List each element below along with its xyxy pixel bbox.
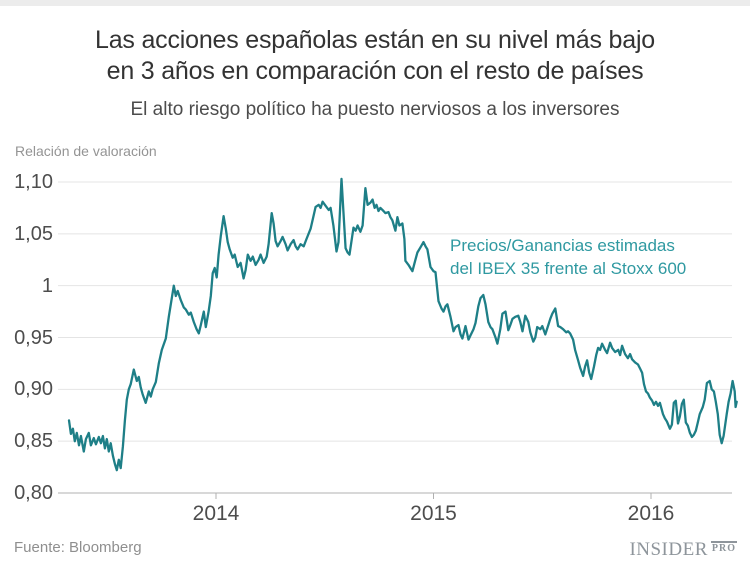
insiderpro-logo: INSIDER PRO [629, 539, 737, 561]
title-line-1: Las acciones españolas están en su nivel… [95, 26, 655, 54]
series-annotation: Precios/Ganancias estimadas del IBEX 35 … [450, 234, 686, 280]
y-tick-label: 1 [41, 274, 53, 297]
y-tick-label: 1,05 [14, 222, 53, 245]
x-tick-label: 2016 [627, 502, 675, 525]
logo-pro-text: PRO [710, 541, 737, 554]
page-subtitle: El alto riesgo político ha puesto nervio… [130, 99, 620, 120]
window-top-edge [0, 0, 750, 6]
source-credit: Fuente: Bloomberg [14, 539, 142, 556]
y-tick-label: 0,90 [14, 378, 53, 401]
y-tick-label: 0,95 [14, 326, 53, 349]
ratio-line-series [67, 177, 738, 472]
y-axis-label: Relación de valoración [15, 143, 157, 159]
title-line-2: en 3 años en comparación con el resto de… [106, 57, 644, 85]
x-tick-label: 2014 [192, 502, 240, 525]
y-tick-label: 0,85 [14, 430, 53, 453]
annotation-line-2: del IBEX 35 frente al Stoxx 600 [450, 259, 687, 278]
x-tick-label: 2015 [410, 502, 457, 525]
annotation-line-1: Precios/Ganancias estimadas [450, 236, 675, 255]
logo-main-text: INSIDER [629, 539, 708, 560]
y-tick-label: 1,10 [14, 171, 53, 193]
y-tick-label: 0,80 [14, 482, 53, 504]
page-title: Las acciones españolas están en su nivel… [0, 25, 750, 87]
